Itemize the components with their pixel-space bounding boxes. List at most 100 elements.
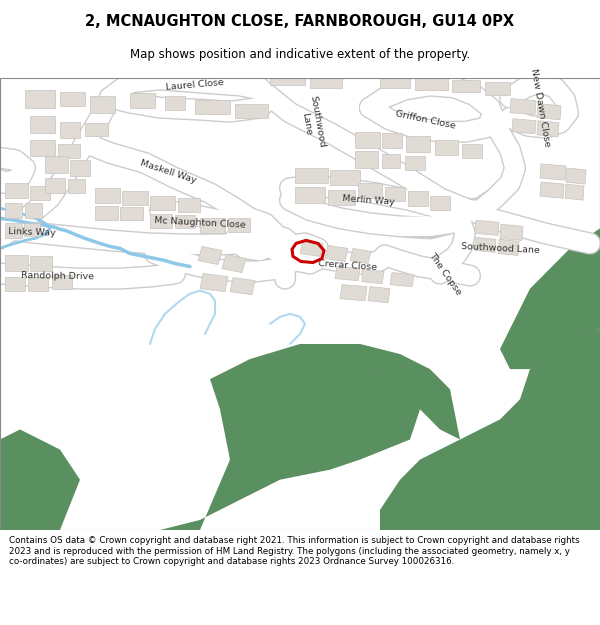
- Polygon shape: [150, 214, 172, 228]
- Polygon shape: [228, 218, 250, 232]
- Polygon shape: [222, 254, 246, 272]
- Text: Links Way: Links Way: [8, 227, 56, 238]
- Polygon shape: [537, 104, 561, 120]
- Polygon shape: [270, 78, 305, 84]
- Polygon shape: [60, 122, 80, 138]
- Polygon shape: [475, 220, 499, 236]
- Polygon shape: [30, 116, 55, 132]
- Text: 2, MCNAUGHTON CLOSE, FARNBOROUGH, GU14 0PX: 2, MCNAUGHTON CLOSE, FARNBOROUGH, GU14 0…: [85, 14, 515, 29]
- Polygon shape: [25, 203, 42, 218]
- Polygon shape: [5, 183, 28, 198]
- Polygon shape: [5, 223, 22, 238]
- Polygon shape: [60, 92, 85, 106]
- Polygon shape: [485, 81, 510, 94]
- Polygon shape: [462, 144, 482, 158]
- Polygon shape: [328, 190, 355, 205]
- Polygon shape: [350, 249, 371, 264]
- Polygon shape: [368, 287, 390, 302]
- Polygon shape: [335, 266, 360, 281]
- Polygon shape: [330, 170, 360, 185]
- Polygon shape: [380, 78, 410, 88]
- Polygon shape: [230, 278, 255, 295]
- Polygon shape: [537, 121, 559, 137]
- Polygon shape: [510, 99, 536, 115]
- Polygon shape: [385, 187, 405, 201]
- Text: New Dawn Close: New Dawn Close: [529, 68, 551, 148]
- Polygon shape: [5, 256, 28, 271]
- Polygon shape: [45, 156, 68, 173]
- Text: Southwood Lane: Southwood Lane: [460, 242, 539, 255]
- Polygon shape: [500, 228, 600, 369]
- Polygon shape: [198, 246, 222, 264]
- Text: Contains OS data © Crown copyright and database right 2021. This information is : Contains OS data © Crown copyright and d…: [9, 536, 580, 566]
- Polygon shape: [28, 277, 48, 291]
- Polygon shape: [480, 469, 600, 530]
- Polygon shape: [300, 241, 323, 256]
- Polygon shape: [90, 96, 115, 112]
- Text: Griffon Close: Griffon Close: [394, 109, 456, 131]
- Polygon shape: [512, 119, 536, 134]
- Polygon shape: [175, 215, 195, 228]
- Text: The Copse: The Copse: [427, 251, 463, 297]
- Polygon shape: [390, 272, 414, 287]
- Polygon shape: [24, 223, 40, 236]
- Polygon shape: [540, 182, 564, 198]
- Polygon shape: [358, 183, 382, 198]
- Polygon shape: [30, 256, 52, 271]
- Polygon shape: [406, 136, 430, 152]
- Polygon shape: [325, 246, 348, 261]
- Polygon shape: [95, 188, 120, 203]
- Polygon shape: [130, 92, 155, 108]
- Polygon shape: [430, 196, 450, 210]
- Polygon shape: [95, 206, 118, 220]
- Polygon shape: [200, 218, 225, 233]
- Polygon shape: [68, 179, 85, 193]
- Text: Randolph Drive: Randolph Drive: [22, 271, 95, 282]
- Polygon shape: [0, 369, 420, 530]
- Polygon shape: [30, 140, 55, 156]
- Polygon shape: [25, 89, 55, 107]
- Polygon shape: [452, 79, 480, 92]
- Polygon shape: [58, 144, 80, 158]
- Polygon shape: [415, 78, 448, 89]
- Polygon shape: [355, 151, 378, 168]
- Text: Crerar Close: Crerar Close: [318, 259, 378, 272]
- Polygon shape: [408, 191, 428, 206]
- Polygon shape: [565, 184, 584, 200]
- Polygon shape: [5, 203, 22, 218]
- Text: Merlin Way: Merlin Way: [341, 194, 394, 206]
- Polygon shape: [310, 78, 342, 88]
- Polygon shape: [382, 154, 400, 168]
- Polygon shape: [210, 344, 460, 439]
- Text: Maskell Way: Maskell Way: [139, 159, 197, 186]
- Text: Map shows position and indicative extent of the property.: Map shows position and indicative extent…: [130, 48, 470, 61]
- Polygon shape: [295, 187, 325, 203]
- Polygon shape: [52, 274, 72, 289]
- Polygon shape: [380, 329, 600, 530]
- Polygon shape: [30, 186, 50, 200]
- Polygon shape: [122, 191, 148, 205]
- Polygon shape: [195, 99, 230, 114]
- Polygon shape: [340, 284, 367, 301]
- Polygon shape: [566, 168, 586, 184]
- Polygon shape: [120, 208, 143, 220]
- Polygon shape: [5, 277, 25, 291]
- Polygon shape: [355, 132, 380, 148]
- Polygon shape: [540, 164, 566, 180]
- Polygon shape: [85, 122, 108, 136]
- Polygon shape: [405, 156, 425, 170]
- Polygon shape: [0, 429, 80, 530]
- Polygon shape: [362, 269, 384, 284]
- Polygon shape: [178, 198, 200, 212]
- Polygon shape: [382, 132, 402, 148]
- Polygon shape: [435, 140, 458, 155]
- Polygon shape: [165, 96, 185, 109]
- Polygon shape: [475, 238, 496, 252]
- Text: Laurel Close: Laurel Close: [166, 78, 224, 91]
- Polygon shape: [70, 160, 90, 176]
- Text: Southwood
Lane: Southwood Lane: [298, 95, 326, 151]
- Polygon shape: [235, 104, 268, 118]
- Polygon shape: [498, 239, 519, 256]
- Polygon shape: [500, 224, 523, 241]
- Polygon shape: [200, 274, 228, 292]
